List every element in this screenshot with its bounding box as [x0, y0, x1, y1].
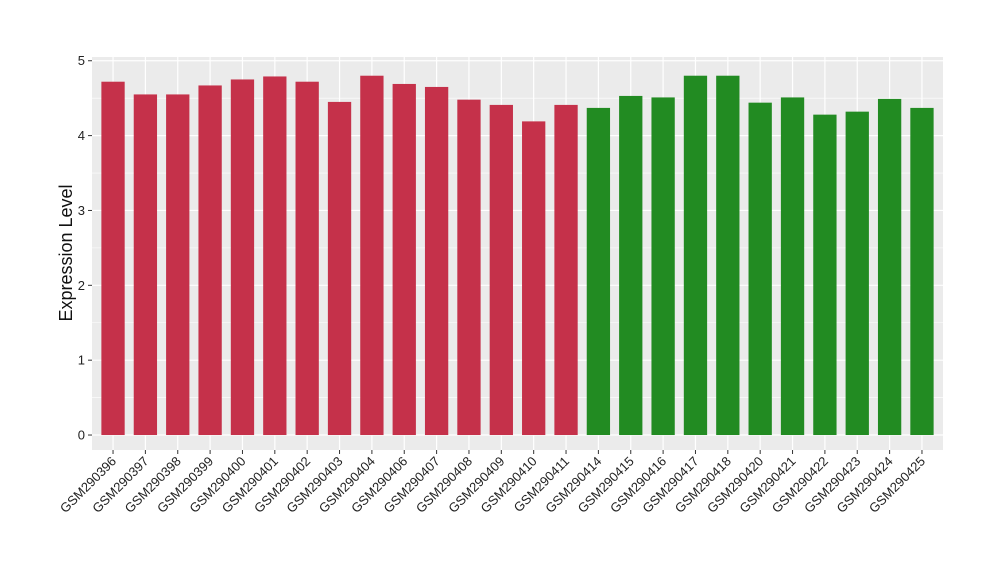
y-tick-label: 4 — [78, 128, 85, 143]
bar-GSM290404 — [360, 75, 384, 436]
bar-GSM290400 — [230, 79, 255, 436]
bars — [101, 75, 934, 436]
y-tick-label: 1 — [78, 353, 85, 368]
bar-GSM290415 — [619, 95, 643, 436]
bar-GSM290397 — [133, 94, 158, 436]
bar-GSM290423 — [845, 111, 869, 436]
bar-GSM290424 — [877, 98, 902, 436]
bar-GSM290416 — [651, 97, 675, 436]
bar-GSM290409 — [489, 104, 513, 436]
bar-GSM290410 — [522, 121, 546, 436]
y-tick-label: 0 — [78, 428, 85, 443]
bar-GSM290422 — [813, 114, 837, 436]
bar-GSM290421 — [780, 97, 805, 436]
y-tick-label: 3 — [78, 203, 85, 218]
bar-GSM290417 — [683, 75, 708, 436]
bar-GSM290403 — [327, 101, 352, 436]
bar-GSM290425 — [910, 107, 934, 436]
bar-GSM290402 — [295, 81, 319, 436]
x-axis-ticks: GSM290396GSM290397GSM290398GSM290399GSM2… — [57, 450, 928, 516]
bar-GSM290408 — [457, 99, 481, 436]
bar-GSM290398 — [166, 94, 190, 436]
bar-GSM290396 — [101, 81, 125, 436]
y-axis-title: Expression Level — [56, 184, 76, 321]
bar-GSM290414 — [586, 107, 611, 436]
y-axis-ticks: 0 1 2 3 4 5 — [78, 53, 92, 443]
bar-GSM290401 — [263, 76, 287, 436]
bar-GSM290411 — [554, 104, 578, 436]
y-tick-label: 5 — [78, 53, 85, 68]
bar-GSM290407 — [424, 86, 449, 436]
bar-GSM290399 — [198, 85, 222, 436]
bar-GSM290420 — [748, 102, 772, 436]
bar-GSM290406 — [392, 83, 416, 436]
y-tick-label: 2 — [78, 278, 85, 293]
bar-GSM290418 — [716, 75, 740, 436]
